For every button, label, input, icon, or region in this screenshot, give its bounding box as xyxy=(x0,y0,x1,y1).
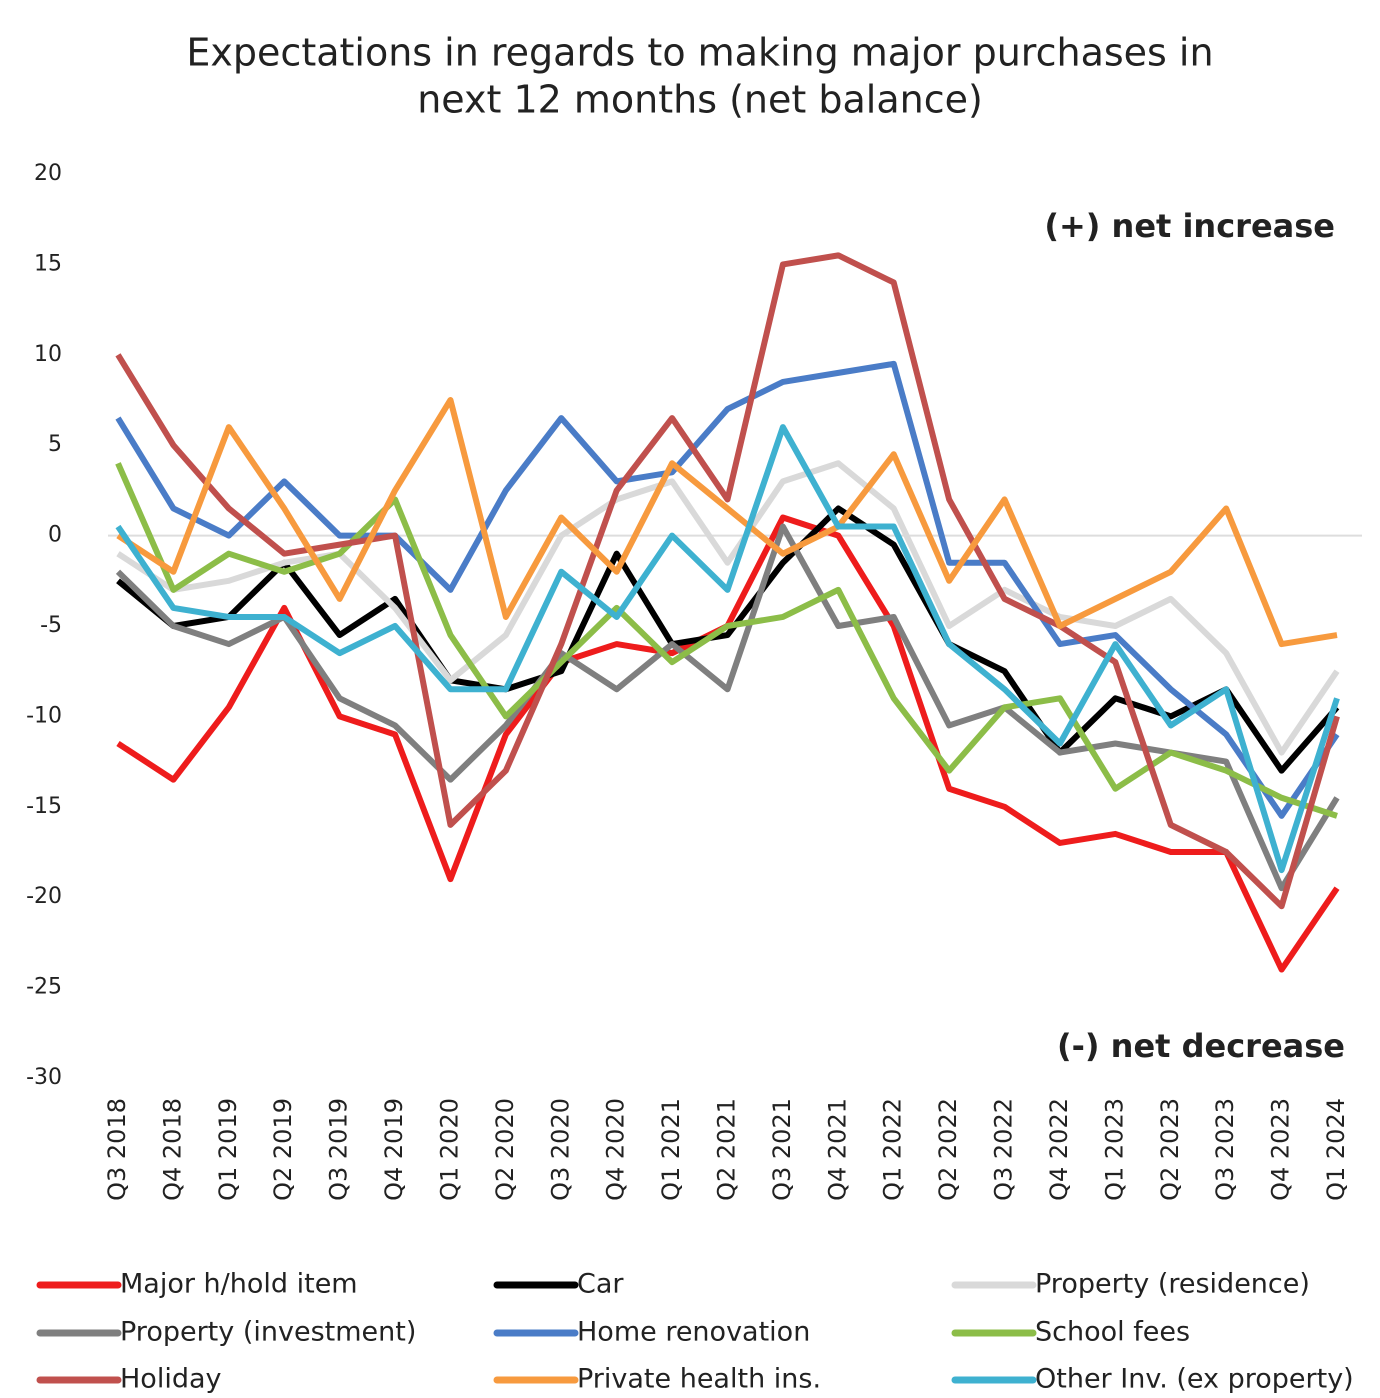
series-line xyxy=(115,462,1338,819)
series-line xyxy=(116,505,1340,774)
x-tick-label: Q3 2021 xyxy=(768,1098,796,1201)
y-tick-label: 20 xyxy=(34,161,62,186)
annotation: (-) net decrease xyxy=(1057,1027,1345,1065)
y-tick-label: -15 xyxy=(26,794,62,819)
y-tick-label: -10 xyxy=(26,703,62,728)
legend-label: Holiday xyxy=(120,1364,222,1395)
chart-subtitle: next 12 months (net balance) xyxy=(417,78,983,122)
x-tick-label: Q2 2019 xyxy=(269,1098,297,1201)
x-tick-label: Q1 2023 xyxy=(1100,1098,1128,1201)
x-tick-label: Q1 2020 xyxy=(435,1098,463,1201)
legend-label: School fees xyxy=(1035,1317,1190,1348)
x-tick-label: Q3 2022 xyxy=(990,1098,1018,1201)
x-tick-label: Q2 2022 xyxy=(934,1098,962,1201)
y-tick-label: 5 xyxy=(48,432,62,457)
x-tick-label: Q2 2023 xyxy=(1156,1098,1184,1201)
chart-title: Expectations in regards to making major … xyxy=(186,31,1213,75)
x-tick-label: Q3 2023 xyxy=(1211,1098,1239,1201)
legend-label: Car xyxy=(577,1269,624,1300)
legend-label: Property (residence) xyxy=(1035,1269,1310,1300)
legend-label: Property (investment) xyxy=(120,1317,416,1348)
y-tick-label: 0 xyxy=(48,523,62,548)
x-tick-label: Q4 2023 xyxy=(1267,1098,1295,1201)
legend-label: Other Inv. (ex property) xyxy=(1035,1364,1354,1395)
x-tick-label: Q2 2020 xyxy=(491,1098,519,1201)
legend-label: Private health ins. xyxy=(577,1364,821,1395)
x-tick-label: Q1 2021 xyxy=(657,1098,685,1201)
y-tick-label: -30 xyxy=(26,1065,62,1090)
series-line xyxy=(115,523,1340,892)
x-tick-label: Q3 2018 xyxy=(103,1098,131,1201)
legend-label: Home renovation xyxy=(577,1317,810,1348)
series-line xyxy=(115,360,1340,819)
series-line xyxy=(115,252,1340,910)
legend-label: Major h/hold item xyxy=(120,1269,358,1300)
y-tick-label: 10 xyxy=(34,342,62,367)
annotation: (+) net increase xyxy=(1044,207,1335,245)
x-tick-label: Q4 2022 xyxy=(1045,1098,1073,1201)
series-line xyxy=(116,397,1338,648)
x-tick-label: Q4 2019 xyxy=(380,1098,408,1201)
x-tick-label: Q1 2022 xyxy=(879,1098,907,1201)
x-tick-label: Q3 2020 xyxy=(546,1098,574,1201)
x-tick-label: Q1 2019 xyxy=(214,1098,242,1201)
y-tick-label: -5 xyxy=(40,613,62,638)
series-line xyxy=(115,424,1340,874)
y-tick-label: 15 xyxy=(34,251,62,276)
x-tick-label: Q4 2018 xyxy=(158,1098,186,1201)
y-tick-label: -20 xyxy=(26,884,62,909)
x-tick-label: Q2 2021 xyxy=(713,1098,741,1201)
x-tick-label: Q1 2024 xyxy=(1322,1098,1350,1201)
y-tick-label: -25 xyxy=(26,975,62,1000)
x-tick-label: Q4 2021 xyxy=(823,1098,851,1201)
x-tick-label: Q3 2019 xyxy=(325,1098,353,1201)
x-tick-label: Q4 2020 xyxy=(602,1098,630,1201)
